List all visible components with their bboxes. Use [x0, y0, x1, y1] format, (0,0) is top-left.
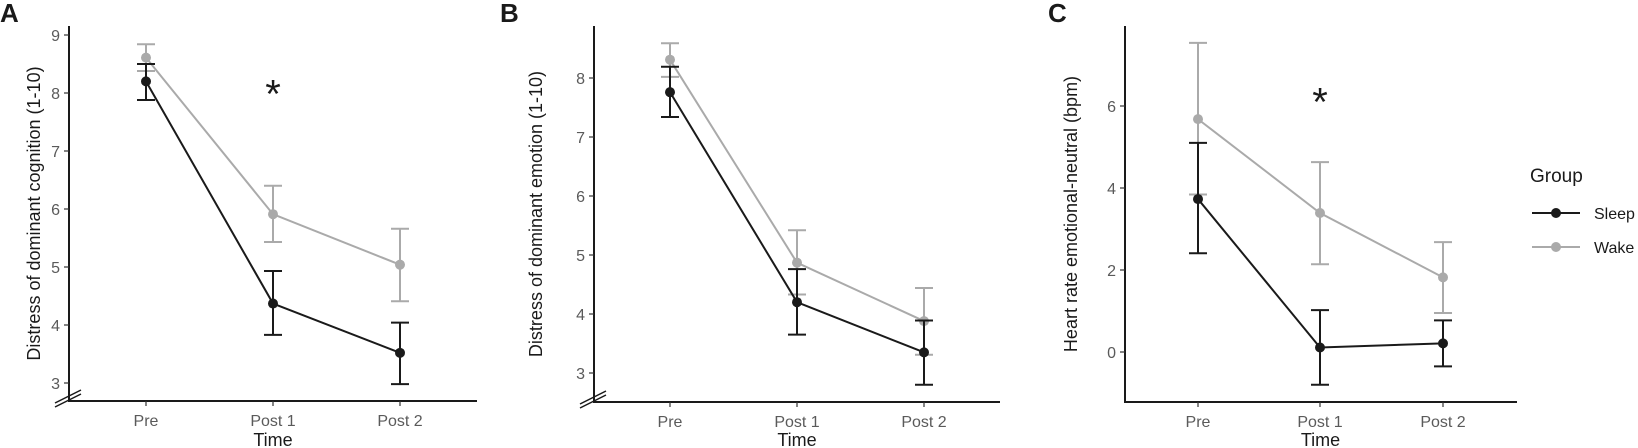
data-point	[1193, 194, 1203, 205]
y-tick-label: 5	[576, 248, 585, 265]
data-point	[141, 52, 151, 63]
x-axis-title: Time	[1301, 430, 1340, 448]
data-point	[395, 259, 405, 270]
y-tick-label: 3	[51, 376, 60, 393]
x-tick-label: Post 2	[901, 414, 946, 431]
data-point	[665, 87, 675, 98]
y-tick-label: 6	[576, 189, 585, 206]
axis-break-icon	[54, 393, 82, 408]
y-axis-title: Distress of dominant cognition (1-10)	[24, 66, 44, 360]
data-point	[792, 257, 802, 268]
data-point	[395, 347, 405, 358]
data-point	[1438, 272, 1448, 283]
x-tick-label: Pre	[134, 413, 159, 430]
panel-letter: B	[500, 0, 519, 28]
data-point	[919, 347, 929, 358]
panel-c: C 0 2 4 6 Pre Post 1 Post 2 Time Heart rate emoti…	[1048, 0, 1517, 448]
y-axis-title: Distress of dominant emotion (1-10)	[526, 71, 546, 357]
x-tick-label: Post 1	[1297, 414, 1342, 431]
significance-star: *	[265, 72, 281, 116]
significance-star: *	[1312, 81, 1328, 125]
panel-b: B 3 4 5 6 7 8 Pre Post 1 Post 2 Time Distress of do…	[500, 0, 1000, 448]
data-point	[1193, 114, 1203, 125]
y-tick-label: 6	[1107, 99, 1116, 116]
x-tick-label: Pre	[1186, 414, 1211, 431]
data-point	[268, 298, 278, 309]
x-tick-label: Post 1	[774, 414, 819, 431]
legend-title: Group	[1530, 166, 1583, 187]
data-point	[1438, 338, 1448, 349]
axis-break-icon	[579, 394, 607, 409]
y-tick-label: 2	[1107, 263, 1116, 280]
data-point	[1315, 342, 1325, 353]
data-point	[1315, 208, 1325, 219]
legend-label-wake: Wake	[1594, 240, 1634, 257]
y-tick-label: 3	[576, 366, 585, 383]
y-tick-label: 4	[51, 318, 60, 335]
x-axis-title: Time	[253, 430, 292, 448]
legend-label-sleep: Sleep	[1594, 206, 1635, 223]
legend: Group Sleep Wake	[1530, 166, 1635, 257]
y-tick-label: 6	[51, 202, 60, 219]
y-tick-label: 7	[51, 144, 60, 161]
data-point	[792, 297, 802, 308]
legend-sleep-point-icon	[1551, 208, 1561, 218]
legend-entry-sleep: Sleep	[1532, 206, 1635, 223]
data-point	[141, 76, 151, 87]
y-tick-label: 7	[576, 130, 585, 147]
y-tick-label: 4	[1107, 181, 1116, 198]
data-point	[665, 54, 675, 65]
series-sleep	[661, 65, 933, 386]
panel-letter: A	[0, 0, 19, 28]
legend-wake-point-icon	[1551, 242, 1561, 252]
x-axis-title: Time	[777, 430, 816, 448]
x-tick-label: Post 2	[377, 413, 422, 430]
y-tick-label: 4	[576, 307, 585, 324]
data-point	[268, 209, 278, 220]
x-tick-label: Pre	[658, 414, 683, 431]
series-sleep	[137, 63, 409, 386]
y-axis-title: Heart rate emotional-neutral (bpm)	[1061, 76, 1081, 352]
x-tick-label: Post 1	[250, 413, 295, 430]
panel-letter: C	[1048, 0, 1067, 28]
y-tick-label: 9	[51, 28, 60, 45]
y-tick-label: 8	[576, 71, 585, 88]
y-tick-label: 8	[51, 86, 60, 103]
y-tick-label: 0	[1107, 345, 1116, 362]
legend-entry-wake: Wake	[1532, 240, 1634, 257]
axis-break-icon	[579, 390, 607, 405]
x-tick-label: Post 2	[1420, 414, 1465, 431]
panel-a: A 3 4 5 6 7 8 9 Pre Post 1 Post 2 Time Distress of d…	[0, 0, 477, 448]
y-tick-label: 5	[51, 260, 60, 277]
axis-break-icon	[54, 389, 82, 404]
series-sleep	[1189, 141, 1452, 386]
